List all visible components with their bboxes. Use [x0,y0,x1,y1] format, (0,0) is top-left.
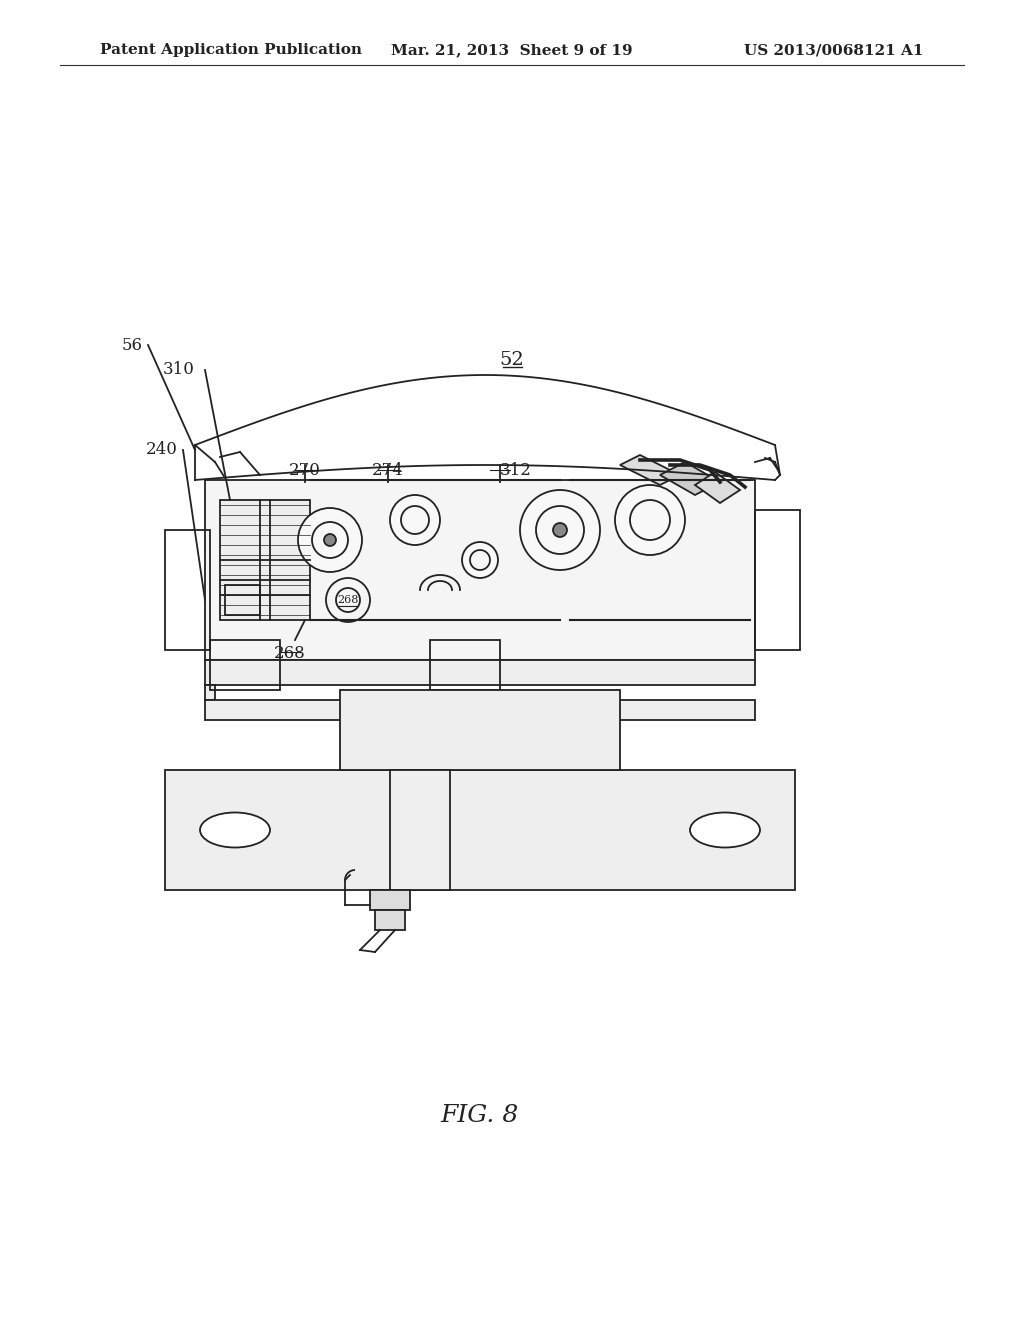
Text: 310: 310 [163,362,195,379]
Bar [165,531,210,649]
Text: FIG. 8: FIG. 8 [441,1104,519,1126]
Bar [755,510,800,649]
Bar [430,640,500,690]
Bar [370,890,410,909]
Text: US 2013/0068121 A1: US 2013/0068121 A1 [744,44,924,57]
Circle shape [390,495,440,545]
Bar [205,480,755,660]
Text: 268: 268 [274,645,306,663]
Bar [205,685,215,700]
Bar [210,640,280,690]
Circle shape [462,543,498,578]
Circle shape [298,508,362,572]
Text: Mar. 21, 2013  Sheet 9 of 19: Mar. 21, 2013 Sheet 9 of 19 [391,44,633,57]
Bar [205,660,755,685]
Bar [225,585,260,615]
Bar [205,700,755,719]
Circle shape [520,490,600,570]
Polygon shape [695,473,740,503]
Bar [165,770,795,890]
Bar [390,770,450,890]
Ellipse shape [690,813,760,847]
Text: 240: 240 [146,441,178,458]
Text: 312: 312 [500,462,531,479]
Text: Patent Application Publication: Patent Application Publication [100,44,362,57]
Bar [220,500,310,620]
Text: 52: 52 [500,351,524,370]
Polygon shape [620,455,680,484]
Ellipse shape [200,813,270,847]
Polygon shape [660,462,720,495]
Circle shape [326,578,370,622]
Circle shape [615,484,685,554]
Circle shape [553,523,567,537]
Bar [340,690,620,770]
Text: 274: 274 [372,462,403,479]
Circle shape [324,535,336,546]
Text: 268: 268 [337,595,358,605]
Text: 270: 270 [289,462,321,479]
Text: 56: 56 [122,337,143,354]
Bar [375,909,406,931]
